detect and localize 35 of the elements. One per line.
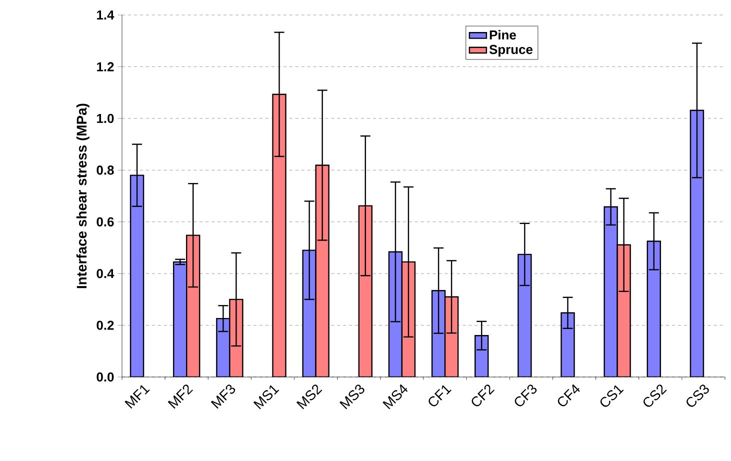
y-tick-label: 0.2	[96, 320, 114, 330]
x-tick-label: CF2	[472, 384, 495, 406]
bar	[130, 174, 144, 377]
x-tick-label: MF1	[124, 385, 150, 409]
y-tick-label: 0.4	[96, 268, 114, 278]
y-axis-title: Interface shear stress (MPa)	[76, 104, 90, 288]
y-tick-label: 0.0	[96, 372, 114, 382]
bar	[560, 312, 575, 377]
bar	[173, 261, 188, 377]
bar	[358, 205, 372, 377]
bar	[272, 94, 286, 377]
bar	[616, 244, 631, 377]
y-tick-label: 0.6	[96, 217, 114, 226]
x-tick-label: CS3	[686, 384, 709, 407]
bar	[444, 296, 459, 377]
x-tick-label: CF1	[428, 385, 452, 406]
x-tick-label: CS1	[600, 385, 624, 407]
legend-label: Pine	[490, 30, 516, 40]
bar	[604, 206, 618, 377]
bar	[474, 335, 489, 377]
y-tick-label: 1.2	[97, 62, 114, 72]
bar	[216, 318, 230, 377]
y-tick-label: 0.8	[96, 166, 114, 175]
legend-label: Spruce	[489, 44, 533, 57]
bar	[690, 110, 704, 377]
bar	[518, 254, 532, 377]
y-tick-label: 1.4	[97, 10, 114, 20]
x-tick-label: CF4	[558, 384, 580, 406]
bar	[186, 234, 200, 377]
x-tick-label: CS2	[644, 384, 667, 407]
bar	[315, 164, 330, 377]
bar	[431, 290, 446, 377]
x-tick-label: CF3	[514, 384, 537, 406]
bar	[646, 240, 661, 377]
y-tick-label: 1.0	[97, 114, 114, 124]
